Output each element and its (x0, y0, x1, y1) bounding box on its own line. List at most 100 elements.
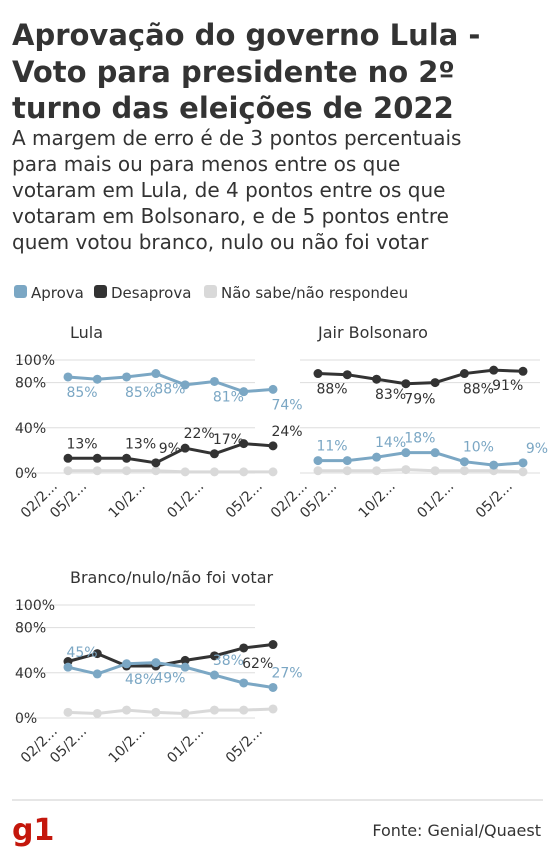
point (209, 670, 219, 680)
y-tick-label: 80% (15, 621, 46, 637)
legend-label: Não sabe/não respondeu (221, 284, 408, 302)
point (268, 640, 278, 650)
point (268, 441, 278, 451)
x-tick-label: 05/2... (473, 479, 516, 522)
point (92, 669, 102, 679)
value-label: 88% (154, 382, 185, 398)
point (372, 374, 382, 384)
subtitle-line: quem votou branco, nulo ou não foi votar (12, 230, 429, 254)
panel-title: Branco/nulo/não foi votar (70, 568, 273, 587)
point (313, 369, 323, 379)
legend-label: Aprova (31, 284, 84, 302)
source: Fonte: Genial/Quaest (372, 821, 541, 840)
value-label: 10% (463, 440, 494, 456)
y-tick-label: 100% (15, 598, 55, 614)
legend-swatch (14, 285, 27, 298)
y-tick-label: 0% (15, 711, 37, 727)
point (122, 453, 132, 463)
point (151, 707, 161, 717)
point (239, 678, 249, 688)
point (180, 655, 190, 665)
value-label: 9% (159, 441, 181, 457)
value-label: 45% (66, 645, 97, 661)
subtitle: A margem de erro é de 3 pontos percentua… (12, 126, 468, 254)
value-label: 38% (213, 653, 244, 669)
point (92, 649, 102, 659)
value-label: 17% (213, 432, 244, 448)
point (313, 456, 323, 466)
value-label: 48% (125, 672, 156, 688)
point (268, 682, 278, 692)
point (151, 658, 161, 668)
value-label: 24% (271, 424, 302, 440)
point (239, 467, 249, 477)
point (122, 372, 132, 382)
point (151, 458, 161, 468)
point (313, 466, 323, 476)
y-tick-label: 80% (15, 376, 46, 392)
x-tick-label: 01/2... (414, 479, 457, 522)
point (239, 705, 249, 715)
point (239, 643, 249, 653)
point (342, 466, 352, 476)
point (151, 466, 161, 476)
point (459, 457, 469, 467)
value-label: 74% (271, 397, 302, 413)
x-tick-label: 05/2... (223, 479, 266, 522)
point (518, 366, 528, 376)
value-label: 91% (492, 378, 523, 394)
point (518, 458, 528, 468)
point (92, 708, 102, 718)
series-line (318, 468, 524, 474)
y-tick-label: 0% (15, 466, 37, 482)
series-line (68, 469, 273, 474)
point (401, 448, 411, 458)
x-tick-label: 10/2... (356, 479, 399, 522)
point (92, 453, 102, 463)
point (180, 708, 190, 718)
x-tick-label: 10/2... (106, 724, 149, 767)
point (151, 369, 161, 379)
x-tick-label: 01/2... (164, 724, 207, 767)
series-line (317, 368, 524, 386)
legend-swatch (204, 285, 217, 298)
value-label: 62% (242, 656, 273, 672)
value-label: 79% (404, 392, 435, 408)
panel-title: Lula (70, 323, 103, 342)
series-line (67, 707, 274, 715)
legend-label: Desaprova (111, 284, 191, 302)
series-line (67, 661, 274, 689)
value-label: 88% (316, 382, 347, 398)
panel-title: Jair Bolsonaro (317, 323, 428, 342)
value-label: 18% (404, 431, 435, 447)
point (268, 467, 278, 477)
series-line (68, 442, 274, 465)
point (401, 465, 411, 475)
point (209, 467, 219, 477)
point (518, 467, 528, 477)
point (372, 466, 382, 476)
point (122, 659, 132, 669)
point (430, 448, 440, 458)
value-label: 11% (316, 439, 347, 455)
point (430, 466, 440, 476)
value-label: 81% (213, 389, 244, 405)
point (180, 380, 190, 390)
subtitle-line: votaram em Lula, de 4 pontos entre os qu… (12, 178, 446, 202)
point (180, 662, 190, 672)
point (209, 705, 219, 715)
series-line (67, 643, 274, 668)
point (489, 365, 499, 375)
point (342, 370, 352, 380)
point (372, 452, 382, 462)
point (122, 466, 132, 476)
point (63, 707, 73, 717)
point (239, 439, 249, 449)
y-tick-label: 40% (15, 666, 46, 682)
x-tick-label: 01/2... (164, 479, 207, 522)
legend-swatch (94, 285, 107, 298)
value-label: 9% (526, 441, 548, 457)
title: Aprovação do governo Lula - Voto para pr… (12, 18, 491, 125)
series-line (67, 372, 274, 394)
point (180, 467, 190, 477)
